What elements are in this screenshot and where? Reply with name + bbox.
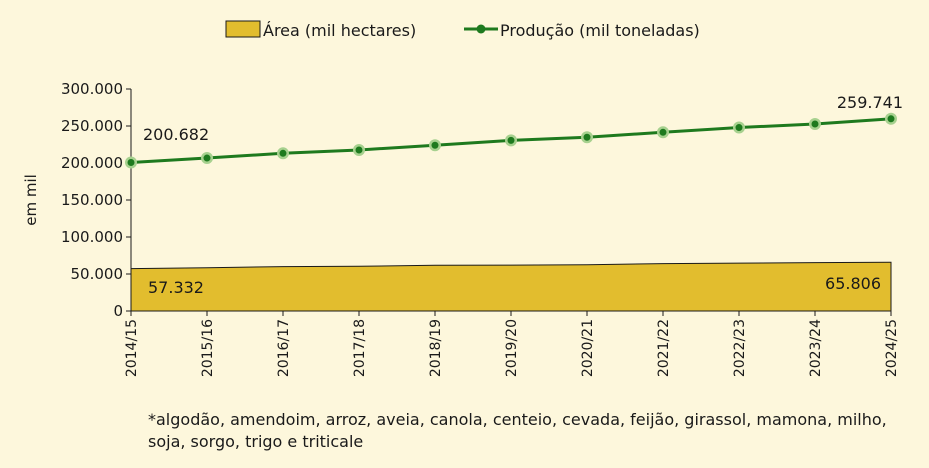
legend-production-label: Produção (mil toneladas) <box>500 21 700 40</box>
legend-area-label: Área (mil hectares) <box>263 21 416 40</box>
data-label-area-last: 65.806 <box>825 274 881 293</box>
x-tick-label: 2020/21 <box>580 319 596 377</box>
x-tick-label: 2018/19 <box>428 319 444 377</box>
area-layer <box>130 261 892 312</box>
x-tick-label: 2016/17 <box>276 319 292 377</box>
production-point <box>659 128 667 136</box>
production-line-layer <box>125 112 897 169</box>
data-label-area-first: 57.332 <box>148 278 204 297</box>
y-tick-label: 0 <box>113 302 123 320</box>
legend-area-swatch <box>225 20 261 38</box>
x-tick-label: 2019/20 <box>504 319 520 377</box>
production-point <box>887 115 895 123</box>
y-tick-label: 50.000 <box>71 265 124 283</box>
production-point <box>507 136 515 144</box>
x-tick-label: 2017/18 <box>352 319 368 377</box>
x-tick-label: 2023/24 <box>808 319 824 377</box>
y-tick-label: 300.000 <box>61 80 123 98</box>
y-tick-label: 150.000 <box>61 191 123 209</box>
data-label-production-first: 200.682 <box>143 125 209 144</box>
production-point <box>279 149 287 157</box>
x-tick-label: 2021/22 <box>656 319 672 377</box>
production-point <box>583 133 591 141</box>
y-tick-label: 200.000 <box>61 154 123 172</box>
x-tick-label: 2024/25 <box>884 319 900 377</box>
footnote: *algodão, amendoim, arroz, aveia, canola… <box>148 410 887 451</box>
data-label-production-last: 259.741 <box>837 93 903 112</box>
production-point <box>811 120 819 128</box>
y-tick-label: 250.000 <box>61 117 123 135</box>
y-tick-label: 100.000 <box>61 228 123 246</box>
production-point <box>127 158 135 166</box>
legend: Área (mil hectares) Produção (mil tonela… <box>225 20 700 40</box>
data-labels: 200.682 259.741 57.332 65.806 <box>143 93 903 297</box>
production-point <box>431 141 439 149</box>
production-point <box>735 124 743 132</box>
x-tick-label: 2022/23 <box>732 319 748 377</box>
x-tick-label: 2015/16 <box>200 319 216 377</box>
production-point <box>203 154 211 162</box>
x-tick-label: 2014/15 <box>124 319 140 377</box>
y-axis-label: em mil <box>22 174 40 226</box>
legend-production-marker <box>476 24 486 34</box>
production-point <box>355 146 363 154</box>
area-series-fill <box>130 261 892 312</box>
axes: 0 50.000 100.000 150.000 200.000 250.000 300.0… <box>61 80 900 377</box>
